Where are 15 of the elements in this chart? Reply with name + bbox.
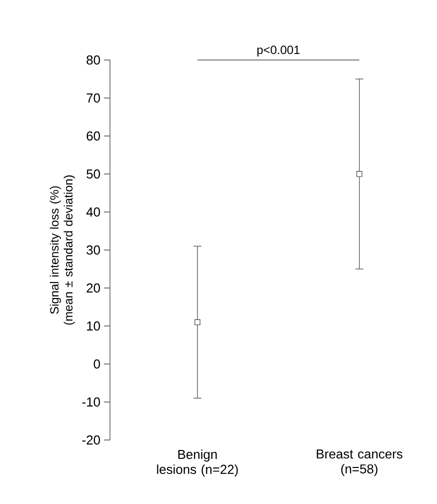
y-tick-label: 10 — [87, 321, 100, 331]
y-tick-label: 0 — [94, 359, 100, 369]
y-tick-label: 60 — [86, 131, 100, 141]
x-tick-label: Breast cancers (n=58) — [316, 450, 402, 476]
y-tick-label: -20 — [82, 435, 100, 445]
y-tick-label: 30 — [86, 245, 100, 255]
y-axis-title: Signal intensity loss (%) (mean ± standard deviation) — [50, 175, 75, 325]
y-tick-label: 20 — [86, 283, 100, 293]
x-tick-label: Benign lesions (n=22) — [157, 450, 238, 477]
y-tick-label: 80 — [86, 55, 100, 65]
text: p<0.001 — [257, 46, 300, 56]
y-tick-label: 40 — [86, 207, 100, 217]
y-tick-label: 70 — [86, 93, 100, 103]
y-tick-label: 50 — [86, 169, 100, 179]
y-tick-label: -10 — [82, 397, 100, 407]
